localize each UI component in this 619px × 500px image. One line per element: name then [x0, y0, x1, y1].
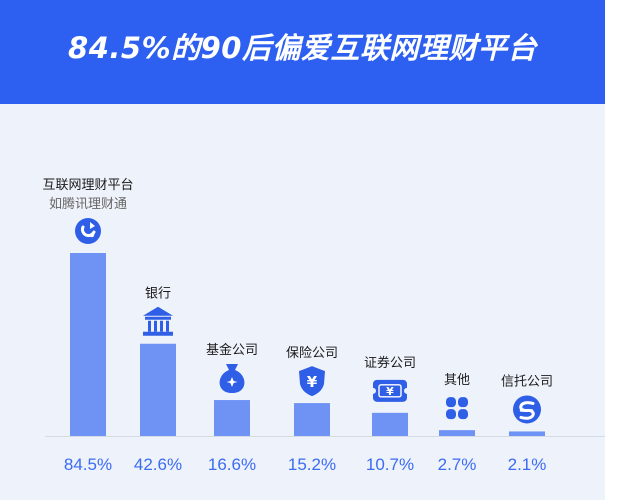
bank-icon	[143, 306, 173, 336]
lct-logo-icon	[75, 218, 101, 244]
yen-ticket-icon: ¥	[370, 379, 410, 402]
value-label: 84.5%	[64, 455, 112, 474]
svg-text:¥: ¥	[307, 373, 318, 391]
bar-5	[372, 412, 408, 436]
yen-shield-icon: ¥	[299, 366, 325, 397]
category-label: 互联网理财平台	[42, 178, 133, 193]
bar-2	[140, 343, 176, 436]
bar-7	[509, 431, 545, 436]
value-label: 2.7%	[438, 455, 477, 474]
bar-6	[439, 430, 475, 436]
bar-1	[70, 253, 106, 436]
value-label: 15.2%	[288, 455, 336, 474]
category-label: 基金公司	[206, 342, 258, 358]
svg-text:¥: ¥	[386, 385, 394, 398]
page-title: 84.5%的90后偏爱互联网理财平台	[68, 31, 537, 65]
category-label: 其他	[444, 373, 470, 388]
header-banner: 84.5%的90后偏爱互联网理财平台	[0, 0, 605, 104]
clover-icon	[446, 397, 468, 420]
value-label: 2.1%	[508, 455, 547, 474]
bar-4	[294, 403, 330, 436]
value-label: 16.6%	[208, 455, 256, 474]
money-bag-icon	[219, 364, 245, 394]
category-label: 证券公司	[364, 355, 416, 371]
category-label: 信托公司	[501, 374, 553, 389]
trust-logo-icon	[513, 395, 541, 424]
value-label: 42.6%	[134, 455, 182, 474]
category-sublabel: 如腾讯理财通	[49, 196, 127, 212]
value-label: 10.7%	[366, 455, 414, 474]
category-label: 保险公司	[286, 346, 338, 361]
category-label: 银行	[145, 287, 171, 302]
bar-3	[214, 400, 250, 436]
